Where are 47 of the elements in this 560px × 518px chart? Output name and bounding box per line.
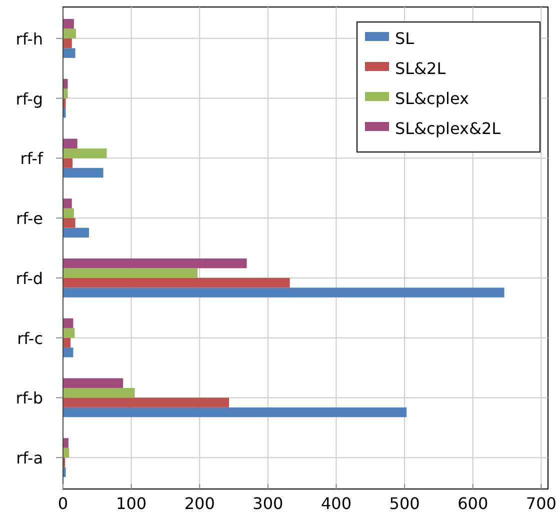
bar — [63, 407, 407, 418]
x-tick-label: 100 — [116, 494, 147, 513]
bar — [63, 348, 74, 358]
bar — [63, 388, 135, 398]
bar — [63, 438, 68, 448]
bar — [63, 288, 504, 298]
bar — [63, 158, 73, 168]
bar — [63, 28, 76, 38]
bar — [63, 338, 71, 348]
x-tick-label: 500 — [389, 494, 420, 513]
legend-label: SL&cplex&2L — [395, 119, 501, 138]
bar — [63, 38, 72, 48]
y-tick-label: rf-c — [17, 328, 43, 348]
y-tick-label: rf-a — [16, 448, 43, 468]
x-tick-label: 600 — [458, 494, 488, 513]
x-tick-label: 300 — [252, 494, 284, 513]
x-tick-label: 400 — [320, 494, 352, 513]
bar — [63, 328, 75, 338]
bar — [63, 318, 74, 328]
bar — [63, 228, 89, 238]
bar — [63, 88, 68, 98]
bar — [63, 208, 74, 218]
bar — [63, 148, 107, 158]
y-tick-label: rf-e — [16, 209, 43, 228]
bar — [63, 398, 229, 408]
bar — [63, 218, 76, 228]
bar — [63, 78, 68, 89]
y-tick-label: rf-g — [16, 89, 43, 108]
y-tick-label: rf-f — [20, 149, 44, 168]
legend-label: SL&cplex — [395, 89, 469, 108]
legend-label: SL&2L — [395, 59, 446, 78]
bar — [63, 18, 74, 29]
y-tick-label: rf-d — [16, 268, 43, 288]
bar — [63, 168, 104, 178]
bar — [63, 258, 247, 268]
x-tick-label: 0 — [58, 494, 68, 513]
bar — [63, 278, 290, 288]
bar — [63, 268, 198, 278]
y-tick-label: rf-h — [16, 29, 43, 48]
legend-label: SL — [395, 29, 414, 48]
bar — [63, 198, 72, 208]
x-tick-label: 200 — [184, 494, 215, 513]
x-tick-label: 700 — [526, 494, 556, 513]
bar — [63, 48, 76, 58]
y-tick-label: rf-b — [16, 388, 43, 408]
bar — [63, 378, 124, 388]
bar — [63, 138, 78, 148]
